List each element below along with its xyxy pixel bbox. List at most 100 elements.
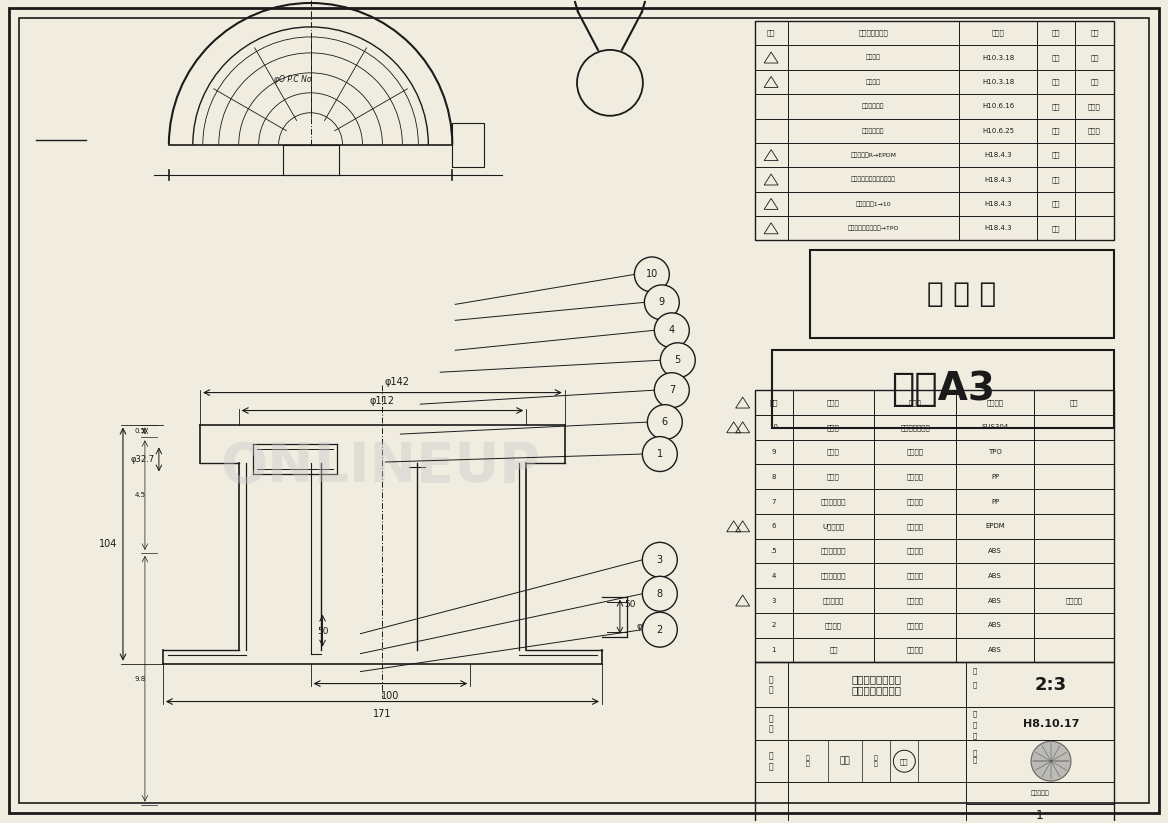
Text: 合成樹脂: 合成樹脂: [906, 597, 924, 604]
Text: 50: 50: [624, 600, 635, 609]
Text: 年: 年: [972, 710, 976, 717]
Text: 100: 100: [381, 690, 399, 700]
Bar: [452, 123, 485, 166]
Text: 合成樹脂: 合成樹脂: [906, 473, 924, 480]
Text: 7: 7: [669, 385, 675, 395]
Bar: [755, 663, 1114, 823]
Text: パッキン削除及び番号追記: パッキン削除及び番号追記: [851, 177, 896, 183]
Text: 検
図: 検 図: [874, 756, 877, 767]
Text: 7: 7: [771, 499, 776, 504]
Text: 50: 50: [317, 627, 328, 636]
Text: 渋盛: 渋盛: [1051, 151, 1061, 158]
Text: 多谷本: 多谷本: [1089, 128, 1100, 134]
Text: 合成樹脂: 合成樹脂: [906, 622, 924, 629]
Text: 番号変更　1→10: 番号変更 1→10: [856, 201, 891, 207]
Text: 9: 9: [659, 297, 665, 307]
Text: 防臭パイプ: 防臭パイプ: [822, 597, 844, 604]
Text: 尺: 尺: [972, 667, 976, 674]
Text: 表示変更　ユリアナ→TPO: 表示変更 ユリアナ→TPO: [848, 226, 899, 231]
Text: H10.3.18: H10.3.18: [982, 54, 1014, 61]
Text: 蕨友: 蕨友: [1051, 79, 1061, 86]
Text: 材質変更: 材質変更: [865, 79, 881, 85]
Text: 材質記号: 材質記号: [987, 399, 1003, 406]
Text: 別盛: 別盛: [1051, 201, 1061, 207]
Text: 品
名: 品 名: [769, 675, 773, 695]
Text: φ142: φ142: [385, 377, 410, 387]
Text: ABS: ABS: [988, 597, 1002, 603]
Text: 合成樹脂: 合成樹脂: [906, 573, 924, 579]
Text: ABS: ABS: [988, 647, 1002, 653]
Text: H18.4.3: H18.4.3: [985, 152, 1011, 158]
Text: 設
計: 設 計: [769, 751, 773, 771]
Text: EPDM: EPDM: [986, 523, 1004, 529]
Text: 5: 5: [675, 356, 681, 365]
Text: SUS304: SUS304: [981, 425, 1009, 430]
Text: H10.6.16: H10.6.16: [982, 104, 1014, 109]
Text: H18.4.3: H18.4.3: [985, 226, 1011, 231]
Bar: [755, 390, 1114, 663]
Text: TPO: TPO: [988, 449, 1002, 455]
Text: 合成樹脂: 合成樹脂: [906, 449, 924, 455]
Text: 防臭ワン: 防臭ワン: [825, 622, 842, 629]
Text: 度: 度: [972, 681, 976, 688]
Text: Uパッキン: Uパッキン: [822, 523, 844, 529]
Text: 製
図: 製 図: [806, 756, 809, 767]
Text: ABS: ABS: [988, 573, 1002, 579]
Text: 渋盛: 渋盛: [1051, 176, 1061, 183]
Text: 番号: 番号: [770, 399, 778, 406]
Text: ABS: ABS: [988, 548, 1002, 554]
Text: 材質変更（R→EPDM: 材質変更（R→EPDM: [850, 152, 896, 158]
Text: 枇江: 枇江: [1090, 54, 1099, 61]
Text: 部品名: 部品名: [827, 399, 840, 406]
Text: φO P.C No: φO P.C No: [273, 76, 312, 84]
Text: 杉江: 杉江: [901, 758, 909, 765]
Text: H10.6.25: H10.6.25: [982, 128, 1014, 133]
Text: 上部フランジ: 上部フランジ: [821, 548, 847, 555]
Text: φ112: φ112: [370, 396, 395, 406]
Text: 材質名: 材質名: [909, 399, 922, 406]
Text: H8.10.17: H8.10.17: [1023, 718, 1079, 729]
Bar: [809, 250, 1114, 338]
Text: 承
認: 承 認: [972, 749, 976, 763]
Text: 合成樹脂: 合成樹脂: [906, 548, 924, 555]
Text: 排出筒: 排出筒: [827, 473, 840, 480]
Text: 10: 10: [646, 269, 658, 280]
Text: 10: 10: [769, 425, 778, 430]
Text: 4: 4: [771, 573, 776, 579]
Circle shape: [654, 373, 689, 407]
Text: ABS: ABS: [988, 622, 1002, 628]
Text: 品
番: 品 番: [769, 714, 773, 733]
Text: 9: 9: [771, 449, 776, 455]
Text: 合成樹脂: 合成樹脂: [906, 498, 924, 504]
Circle shape: [647, 405, 682, 439]
Circle shape: [1031, 742, 1071, 781]
Text: 4: 4: [669, 325, 675, 335]
Text: 0.5: 0.5: [134, 428, 146, 434]
Text: 印状変更: 印状変更: [865, 55, 881, 60]
Text: ファシリア: ファシリア: [1030, 790, 1049, 796]
Text: ⑪バンド追加: ⑪バンド追加: [862, 104, 884, 109]
Text: 枇江: 枇江: [1090, 79, 1099, 86]
Text: 4.5: 4.5: [135, 492, 146, 498]
Circle shape: [654, 313, 689, 348]
Text: 1: 1: [656, 449, 663, 459]
Text: 本体: 本体: [829, 647, 837, 653]
Bar: [755, 21, 1114, 240]
Text: 2:3: 2:3: [1035, 676, 1068, 694]
Circle shape: [642, 436, 677, 472]
Text: 西井: 西井: [1051, 103, 1061, 109]
Text: PP: PP: [990, 474, 1000, 480]
Text: 参 考 図: 参 考 図: [927, 281, 996, 309]
Text: 2: 2: [656, 625, 663, 635]
Text: 改訂: 改訂: [1051, 30, 1061, 36]
Circle shape: [645, 285, 680, 320]
Text: エルボ: エルボ: [827, 449, 840, 455]
Bar: [772, 351, 1114, 428]
Text: 捺印: 捺印: [1090, 30, 1099, 36]
Text: バルブ付: バルブ付: [1065, 597, 1083, 604]
Text: 蕨友: 蕨友: [1051, 54, 1061, 61]
Text: ONLINEUP: ONLINEUP: [221, 440, 541, 494]
Text: 171: 171: [373, 709, 391, 718]
Text: ストレーナー: ストレーナー: [821, 573, 847, 579]
Text: ステンレス鋼板: ステンレス鋼板: [901, 424, 930, 430]
